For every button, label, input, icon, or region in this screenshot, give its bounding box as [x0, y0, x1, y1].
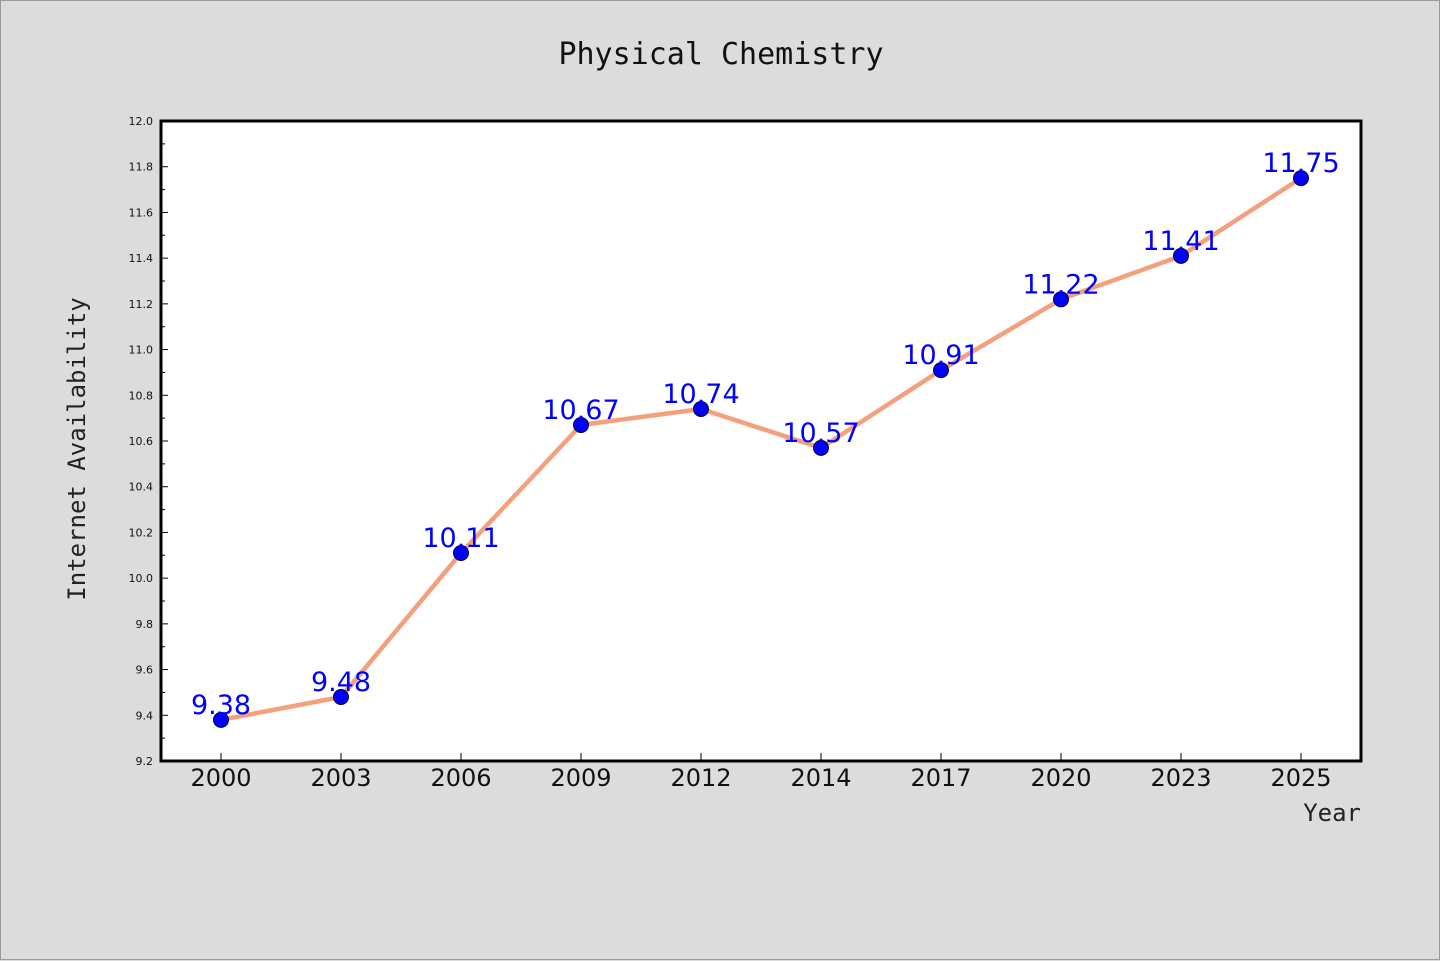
- data-value-label: 10.57: [782, 418, 859, 449]
- y-tick-label: 9.6: [136, 664, 154, 677]
- y-tick-label: 11.2: [129, 298, 154, 311]
- x-tick-label: 2012: [670, 764, 731, 792]
- data-value-label: 9.48: [311, 667, 371, 698]
- data-value-label: 10.67: [542, 395, 619, 426]
- y-tick-label: 10.0: [129, 572, 154, 585]
- data-point-marker: [813, 439, 829, 456]
- y-tick-label: 9.2: [136, 755, 154, 768]
- data-point-marker: [1293, 170, 1309, 187]
- data-value-label: 10.11: [422, 523, 499, 554]
- x-tick-label: 2020: [1030, 764, 1091, 792]
- data-value-label: 11.75: [1262, 148, 1339, 179]
- data-value-label: 11.41: [1142, 226, 1219, 257]
- y-tick-label: 11.6: [129, 206, 154, 219]
- y-tick-label: 12.0: [129, 115, 154, 128]
- data-labels: 9.38 9.48 10.11 10.67 10.74 10.57 10.91 11.22 11…: [191, 148, 1340, 721]
- y-tick-label: 9.4: [136, 709, 154, 722]
- x-tick-label: 2023: [1150, 764, 1211, 792]
- data-point-marker: [213, 711, 229, 728]
- data-value-label: 10.74: [662, 379, 739, 410]
- chart-title: Physical Chemistry: [558, 37, 883, 72]
- y-tick-label: 11.4: [129, 252, 154, 265]
- data-value-label: 11.22: [1022, 269, 1099, 300]
- y-tick-label: 10.6: [129, 435, 154, 448]
- x-tick-label: 2009: [550, 764, 611, 792]
- data-value-label: 10.91: [902, 340, 979, 371]
- x-tick-label: 2014: [790, 764, 851, 792]
- y-axis-title: Internet Availability: [63, 297, 91, 600]
- series-line-group: [218, 175, 1304, 723]
- data-point-marker: [933, 362, 949, 379]
- y-tick-label: 11.8: [129, 161, 154, 174]
- x-axis-title: Year: [1303, 799, 1361, 827]
- plot-border: [159, 119, 1363, 763]
- x-axis-ticks: 2000 2003 2006 2009 2012 2014 2017 2020 2023 2025: [190, 753, 1332, 792]
- x-tick-label: 2003: [310, 764, 371, 792]
- x-tick-label: 2025: [1270, 764, 1331, 792]
- x-tick-label: 2000: [190, 764, 251, 792]
- data-point-marker: [1173, 247, 1189, 264]
- data-point-marker: [453, 545, 469, 561]
- data-value-label: 9.38: [191, 690, 251, 721]
- data-point-marker: [693, 401, 709, 417]
- x-tick-label: 2017: [910, 764, 971, 792]
- series-line: [218, 175, 1304, 723]
- plot-area: [161, 121, 1361, 761]
- y-tick-label: 10.2: [129, 526, 154, 539]
- y-tick-label: 10.8: [129, 389, 154, 402]
- y-tick-label: 9.8: [136, 618, 154, 631]
- x-tick-label: 2006: [430, 764, 491, 792]
- data-point-marker: [333, 689, 349, 705]
- y-tick-label: 11.0: [129, 344, 154, 357]
- data-point-marker: [1053, 291, 1069, 308]
- data-point-marker: [573, 417, 589, 433]
- data-markers: [213, 170, 1309, 728]
- y-axis-ticks: 9.2 9.4 9.6 9.8 10.0 10.2 10.4 10.6 10.8 11.0 11.2…: [129, 115, 168, 768]
- y-tick-label: 10.4: [129, 481, 154, 494]
